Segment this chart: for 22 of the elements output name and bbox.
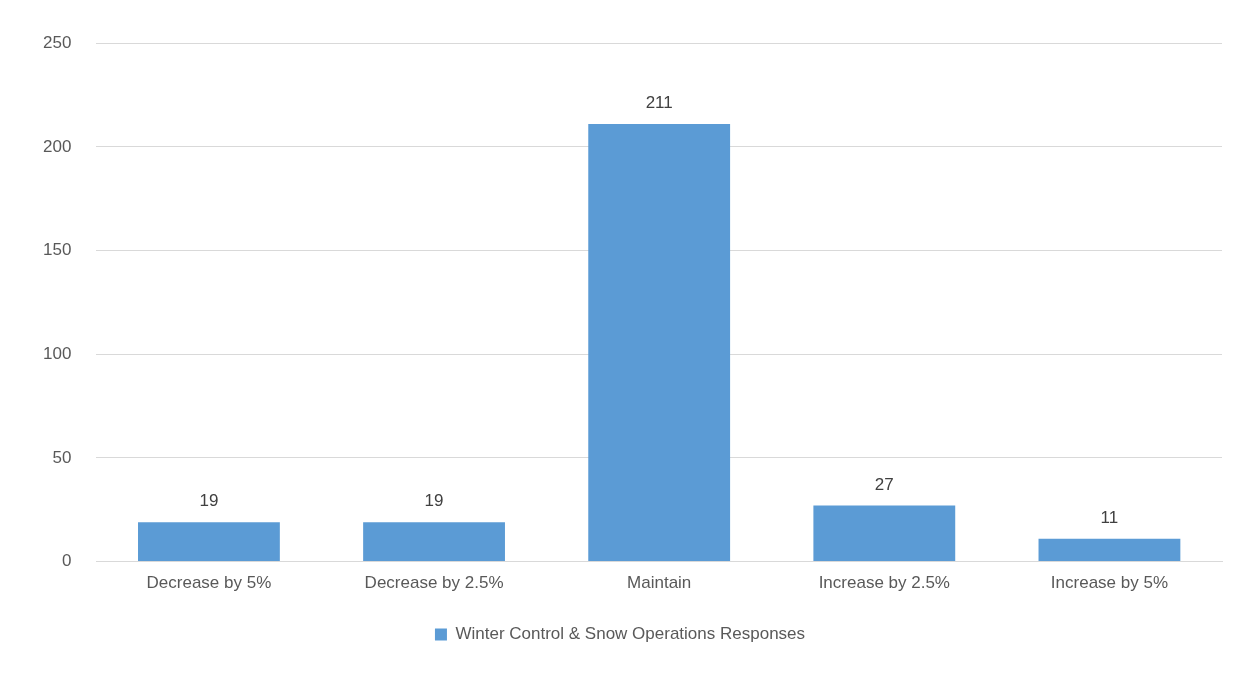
y-tick-label: 50 bbox=[52, 447, 72, 467]
legend-label: Winter Control & Snow Operations Responses bbox=[455, 624, 806, 644]
y-tick-label: 250 bbox=[42, 32, 72, 52]
bar bbox=[1038, 538, 1181, 562]
y-tick-label: 150 bbox=[42, 240, 72, 260]
bar bbox=[588, 124, 731, 562]
bar bbox=[813, 505, 956, 562]
x-tick-label: Decrease by 2.5% bbox=[364, 573, 504, 593]
x-tick-label: Increase by 5% bbox=[1050, 573, 1169, 593]
x-tick-label: Decrease by 5% bbox=[146, 573, 272, 593]
y-tick-label: 0 bbox=[61, 551, 72, 571]
data-label: 27 bbox=[874, 474, 894, 494]
data-label: 19 bbox=[199, 491, 219, 511]
y-tick-label: 200 bbox=[42, 136, 72, 156]
y-tick-label: 100 bbox=[42, 343, 72, 363]
bar bbox=[363, 522, 505, 562]
x-tick-label: Increase by 2.5% bbox=[818, 573, 950, 593]
data-label: 11 bbox=[1100, 507, 1119, 527]
x-tick-label: Maintain bbox=[627, 573, 692, 593]
data-label: 19 bbox=[424, 491, 444, 511]
bar bbox=[138, 522, 280, 562]
data-label: 211 bbox=[645, 93, 673, 113]
